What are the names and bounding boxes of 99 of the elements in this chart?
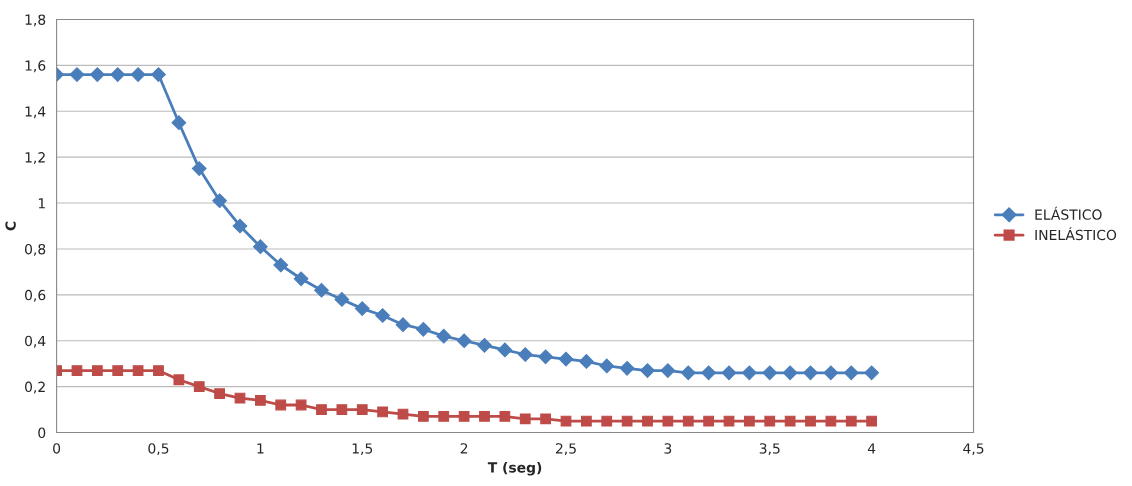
point [375,308,391,323]
point [395,317,411,333]
point [252,239,268,255]
point [701,365,717,381]
point [744,415,755,427]
point [112,365,124,376]
point [232,218,248,234]
point [803,365,818,381]
point [782,365,798,381]
point [110,67,126,82]
point [193,381,205,393]
x-tick-label: 0,5 [148,443,169,456]
point [71,365,83,376]
point [130,67,146,82]
point [171,115,187,131]
point [642,415,653,427]
point [578,354,594,369]
point [151,67,166,82]
point [316,404,327,415]
point [191,161,207,177]
point [356,404,368,415]
point [558,351,574,367]
point [805,415,816,427]
point [89,67,105,82]
point [538,349,554,365]
y-tick-label: 0,6 [25,289,46,302]
point [682,415,694,427]
point [436,328,452,344]
point [479,411,490,422]
x-tick-label: 3 [664,443,672,454]
point [660,363,676,378]
y-tick-label: 1 [38,198,45,209]
point [153,365,164,376]
x-tick-label: 1 [257,443,264,454]
y-tick-label: 1,8 [25,14,46,27]
legend-label: ELÁSTICO [1035,206,1102,220]
point [477,337,492,353]
point [293,271,309,287]
point [275,399,287,411]
point [214,388,225,399]
point [458,411,470,422]
y-tick-label: 1,2 [25,152,45,165]
x-tick-label: 2 [460,443,468,454]
point [497,342,513,358]
y-tick-label: 0 [38,427,46,439]
point [845,415,857,427]
point [212,193,227,209]
point [254,395,266,406]
point [581,415,592,427]
y-tick-label: 1,4 [25,106,46,119]
point [599,358,615,374]
point [866,415,878,427]
point [519,413,531,425]
x-tick-label: 4,5 [963,443,984,456]
point [438,411,450,422]
point [415,321,431,337]
point [314,282,329,298]
y-tick-label: 0,2 [25,381,45,394]
y-tick-label: 0,4 [25,335,46,348]
point [456,333,472,349]
point [764,415,776,427]
legend-label: INELÁSTICO [1035,227,1117,241]
point [69,67,85,82]
x-tick-label: 0 [53,443,61,454]
point [273,257,289,273]
point [334,292,350,307]
point [741,365,757,381]
point [517,347,533,362]
point [864,365,880,381]
x-tick-label: 4 [867,443,876,454]
point [784,415,796,427]
point [621,415,633,427]
point [680,365,696,381]
point [499,411,511,422]
x-tick-label: 2,5 [555,443,576,456]
x-axis-title: T (seg) [487,461,542,476]
point [91,365,103,376]
x-tick-label: 3,5 [759,443,780,456]
point [540,413,551,425]
y-tick-label: 0,8 [25,243,46,256]
y-tick-label: 1,6 [25,60,46,73]
x-tick-label: 1,5 [352,443,373,456]
point [823,365,839,381]
point [619,360,635,376]
point [173,374,185,386]
y-axis-title: C [5,221,16,231]
point [397,408,409,420]
point [703,415,715,427]
point [377,406,388,418]
point [336,404,348,415]
point [417,411,429,422]
point [640,363,655,378]
point [721,365,737,381]
point [354,301,370,316]
point [601,415,613,427]
point [762,365,778,381]
point [662,415,674,427]
point [132,365,144,376]
point [843,365,859,381]
